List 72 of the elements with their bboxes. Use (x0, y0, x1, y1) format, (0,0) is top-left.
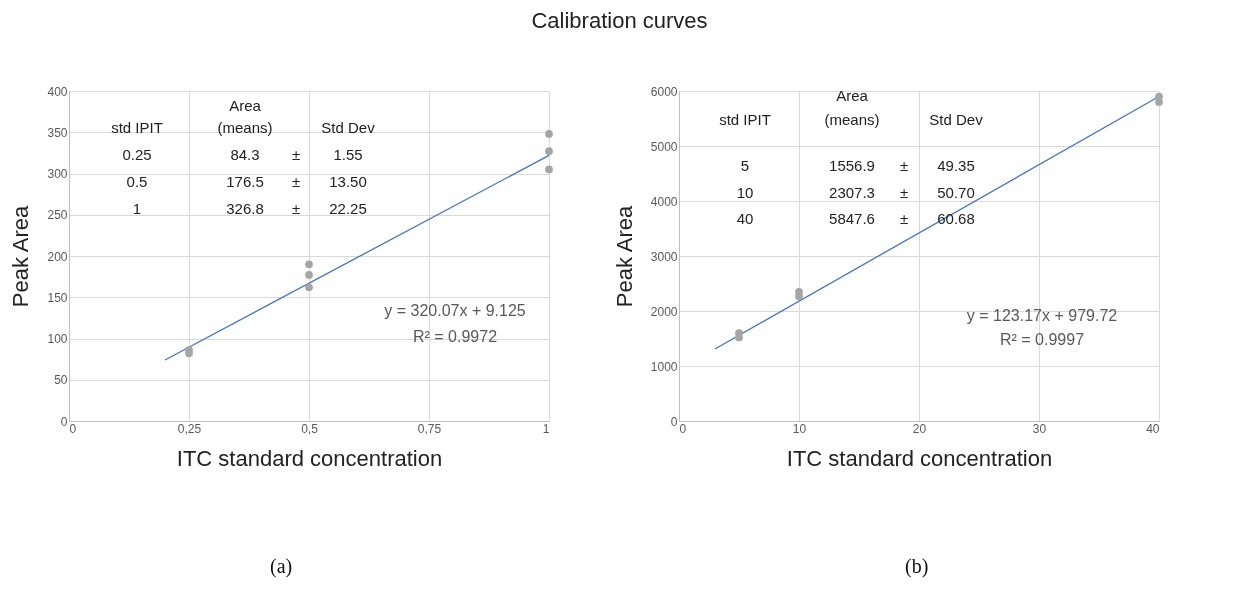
annotation: ± (899, 157, 909, 174)
annotation: (means) (217, 119, 273, 136)
annotation: 13.50 (329, 173, 367, 190)
annotation: 326.8 (226, 200, 264, 217)
text: (a) (270, 555, 293, 578)
annotation: 176.5 (226, 173, 264, 190)
annotation: y = 320.07x + 9.125 (384, 302, 526, 319)
point (305, 260, 313, 269)
y-axis-title: Peak Area (611, 204, 637, 308)
x-tick-label: 0,5 (301, 421, 319, 436)
x-tick-label: 10 (792, 421, 807, 436)
y-tick-label: 300 (47, 167, 68, 181)
y-tick-label: 200 (47, 249, 68, 264)
annotation: 10 (736, 184, 754, 201)
y-axis-title: Peak Area (8, 204, 34, 308)
annotation: 1 (132, 200, 142, 217)
annotation: std IPIT (719, 111, 771, 128)
y-tick-label: 2000 (650, 304, 678, 319)
annotation: y = 123.17x + 979.72 (966, 307, 1118, 324)
annotation: R² = 0.9972 (412, 328, 498, 345)
annotation: 22.25 (329, 200, 367, 217)
text: Calibration curves (530, 8, 709, 34)
point (1155, 98, 1163, 106)
x-tick-label: 1 (542, 421, 550, 436)
y-tick-label: 100 (47, 332, 68, 346)
y-tick-label: 150 (47, 290, 68, 305)
x-axis-title: ITC standard concentration (786, 445, 1053, 471)
x-tick-label: 20 (912, 421, 927, 436)
annotation: ± (899, 210, 909, 227)
y-tick-label: 5000 (650, 139, 678, 154)
text: (b) (905, 555, 929, 578)
point (305, 283, 313, 292)
point (545, 130, 553, 138)
y-tick-label: 350 (47, 125, 68, 140)
annotation: (means) (824, 111, 880, 128)
x-tick-label: 30 (1032, 421, 1047, 436)
annotation: std IPIT (111, 119, 163, 136)
annotation: 1.55 (333, 146, 363, 163)
annotation: ± (291, 146, 301, 163)
annotation: 60.68 (937, 210, 975, 227)
annotation: Std Dev (321, 119, 376, 136)
annotation: 5 (740, 157, 750, 174)
annotation: ± (291, 200, 301, 217)
annotation: 84.3 (230, 146, 260, 163)
y-tick-label: 400 (47, 84, 68, 99)
annotation: 50.70 (937, 184, 975, 201)
y-tick-label: 4000 (650, 194, 678, 209)
y-tick-label: 1000 (650, 359, 678, 374)
point (545, 147, 553, 156)
annotation: 49.35 (937, 157, 975, 174)
annotation: 2307.3 (829, 184, 875, 201)
x-tick-label: 0,25 (177, 421, 202, 436)
annotation: 0.5 (126, 173, 148, 190)
annotation: ± (291, 173, 301, 190)
point (545, 165, 553, 174)
annotation: 40 (736, 210, 754, 227)
y-tick-label: 6000 (650, 84, 678, 99)
x-tick-label: 40 (1146, 421, 1160, 436)
annotation: Area (229, 97, 262, 114)
annotation: 5847.6 (829, 210, 875, 227)
y-tick-label: 250 (47, 208, 68, 223)
annotation: ± (899, 184, 909, 201)
x-axis-title: ITC standard concentration (176, 445, 443, 471)
annotation: 0.25 (122, 146, 152, 163)
annotation: R² = 0.9997 (999, 331, 1085, 348)
annotation: Area (836, 87, 869, 104)
y-tick-label: 50 (54, 373, 68, 388)
annotation: Std Dev (929, 111, 984, 128)
x-tick-label: 0,75 (417, 421, 442, 436)
y-tick-label: 3000 (650, 249, 678, 264)
annotation: 1556.9 (829, 157, 875, 174)
point (305, 271, 313, 279)
